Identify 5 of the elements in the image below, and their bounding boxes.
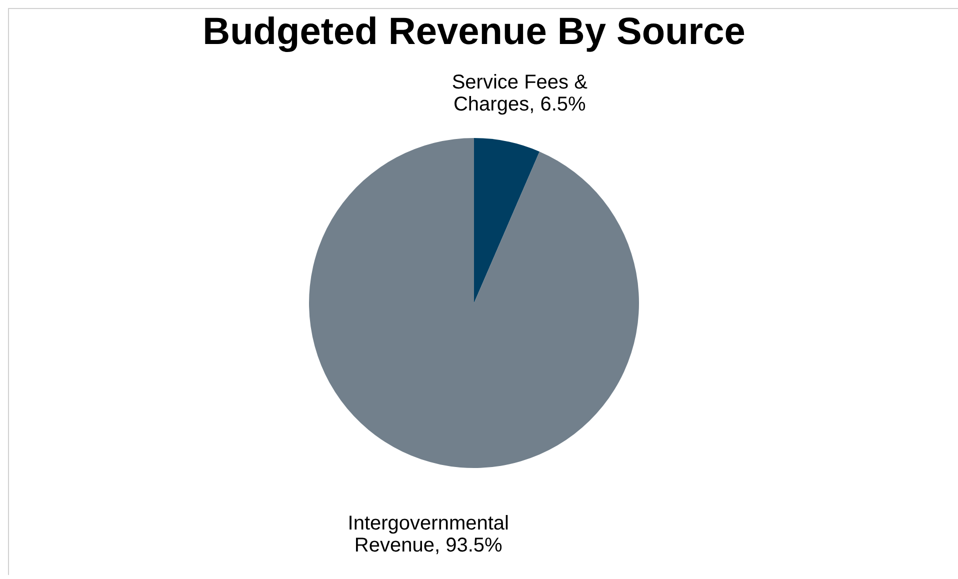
chart-title: Budgeted Revenue By Source [202,11,746,53]
pie-slice [474,138,540,303]
slice-label: Service Fees & Charges, 6.5% [452,72,588,116]
pie-slice [309,138,639,468]
slice-label: Intergovernmental Revenue, 93.5% [348,512,509,556]
